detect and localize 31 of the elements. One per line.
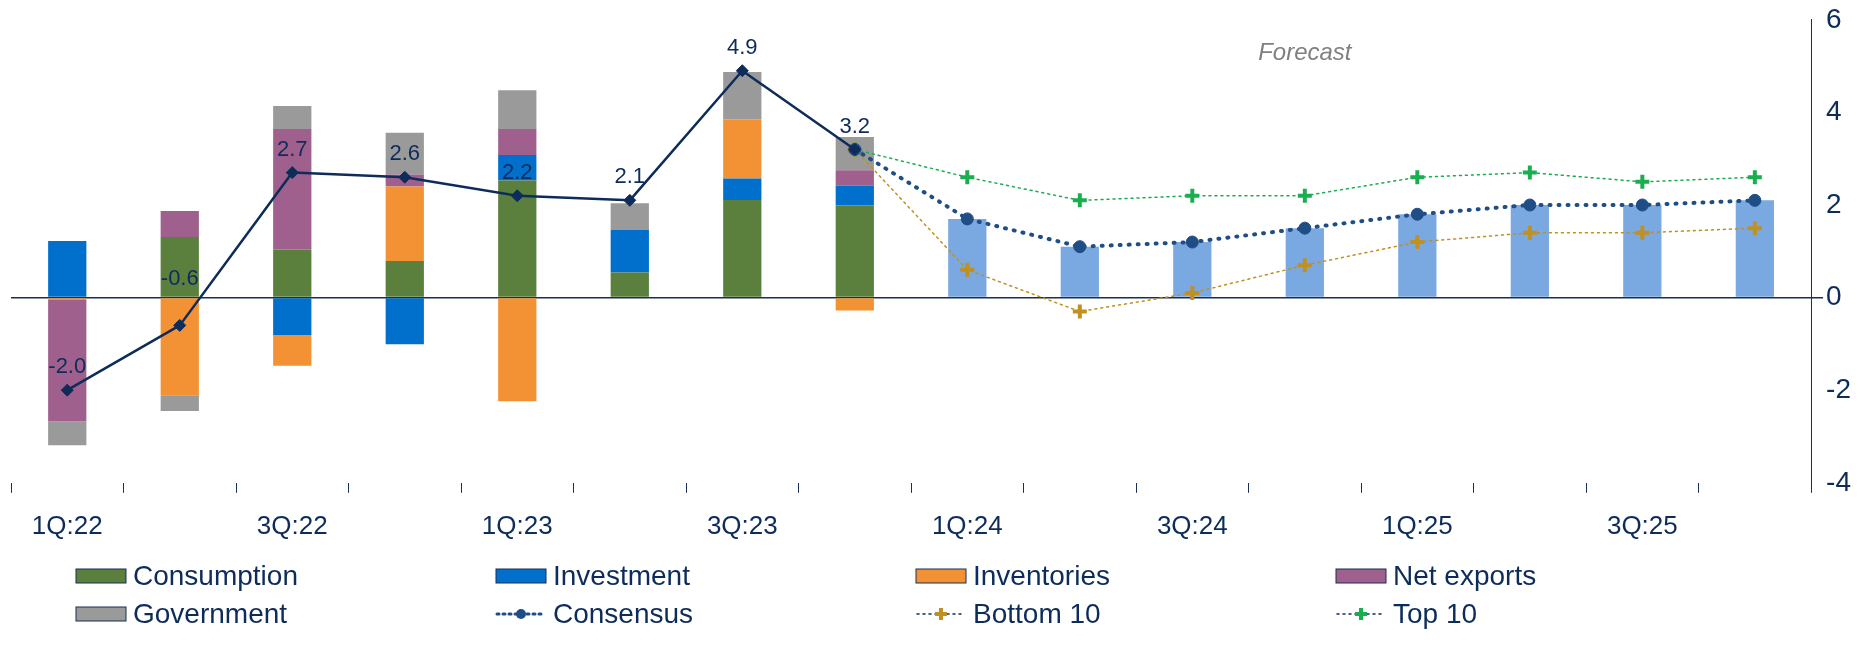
x-tick-label: 1Q:22 [31,509,103,540]
y-tick-label: 4 [1826,95,1842,127]
legend-label: Consumption [133,560,298,592]
data-label: 3.2 [839,112,871,138]
y-tick-label: 6 [1826,2,1842,34]
data-label: -2.0 [48,353,87,379]
data-label: 2.1 [614,163,646,189]
y-tick-label: -4 [1826,465,1852,497]
x-tick-label: 3Q:25 [1606,509,1678,540]
y-tick-label: 0 [1826,280,1842,312]
x-tick-label: 1Q:25 [1381,509,1453,540]
x-tick-label: 3Q:22 [256,509,328,540]
legend-label: Bottom 10 [973,598,1101,630]
x-tick-label: 1Q:23 [481,509,553,540]
data-label: -0.6 [160,264,199,290]
annotation: Forecast [1258,38,1353,66]
legend-label: Government [133,598,288,630]
data-label: 2.2 [501,158,533,184]
legend-label: Investment [553,560,690,592]
x-tick-label: 3Q:23 [706,509,778,540]
legend-label: Top 10 [1393,598,1478,630]
x-tick-label: 3Q:24 [1156,509,1228,540]
legend-label: Net exports [1393,560,1537,592]
data-label: 2.7 [276,135,308,161]
y-tick-label: 2 [1826,187,1842,219]
data-label: 4.9 [727,33,758,59]
legend-label: Inventories [973,560,1110,592]
y-tick-label: -2 [1826,372,1852,404]
data-label: 2.6 [389,140,421,166]
legend-label: Consensus [553,598,694,630]
x-tick-label: 1Q:24 [931,509,1003,540]
